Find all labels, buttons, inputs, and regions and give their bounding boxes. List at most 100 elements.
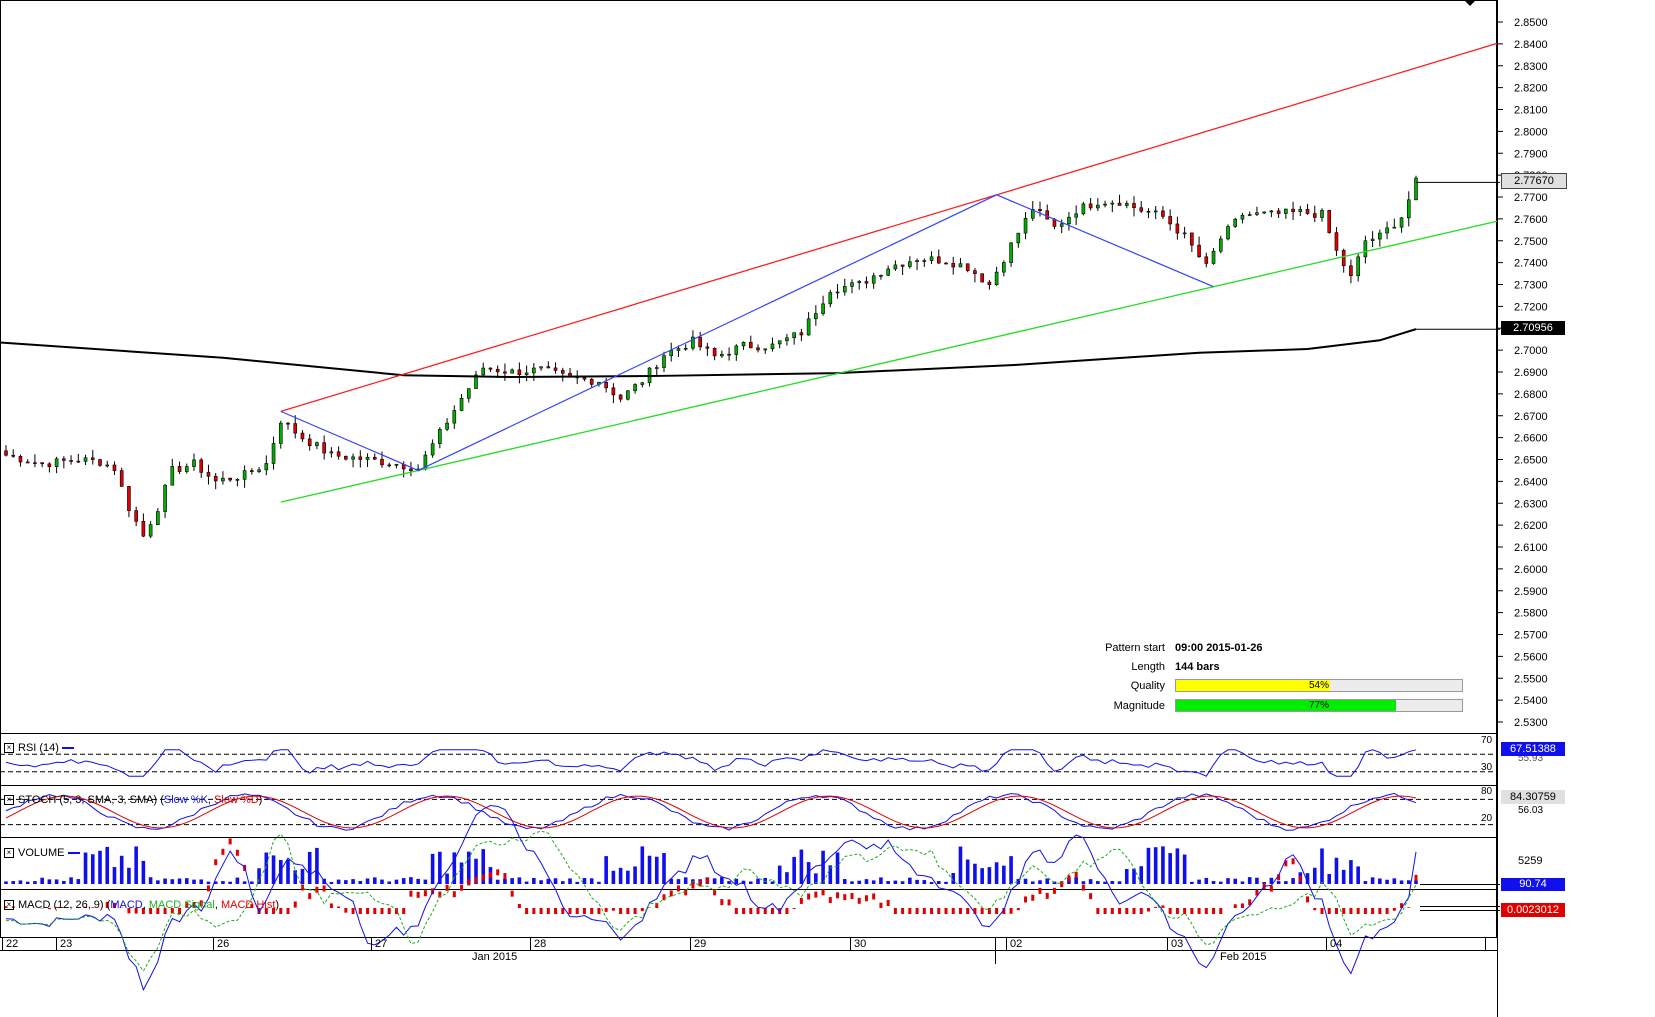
candle-body <box>466 388 471 399</box>
macd-hist-bar <box>409 890 413 897</box>
volume-bar <box>495 879 500 884</box>
collapse-icon[interactable]: × <box>4 795 14 806</box>
candle-body <box>322 442 326 454</box>
macd-hist-bar <box>1089 893 1093 900</box>
volume-bar <box>799 849 804 884</box>
volume-bar <box>466 851 471 884</box>
candle-body <box>1124 203 1129 206</box>
volume-bar <box>401 878 406 884</box>
macd-hist-bar <box>1204 908 1208 914</box>
macd-hist-bar <box>1096 908 1100 914</box>
macd-hist-bar <box>1045 892 1049 899</box>
stoch-d-line <box>5 795 1417 829</box>
collapse-icon[interactable]: × <box>4 848 14 859</box>
candle-body <box>112 464 117 471</box>
stoch-k-line <box>5 792 1417 831</box>
volume-bar <box>452 852 457 884</box>
macd-hist-bar <box>1081 884 1085 891</box>
volume-bar <box>416 878 420 884</box>
volume-bar <box>611 870 616 884</box>
x-day-label: 22 <box>6 938 19 950</box>
volume-bar <box>163 878 167 884</box>
volume-bar <box>633 866 637 884</box>
y-tick-label: 2.6000 <box>1514 564 1548 576</box>
candle-body <box>329 451 334 454</box>
volume-bar <box>676 879 681 884</box>
candle-body <box>358 456 363 460</box>
volume-bar <box>1211 881 1216 884</box>
macd-hist-bar <box>452 891 456 898</box>
candle-body <box>307 438 312 446</box>
volume-bar <box>1218 881 1223 884</box>
volume-bar <box>553 878 558 884</box>
collapse-icon[interactable]: × <box>4 743 14 754</box>
macd-hist-bar <box>1016 908 1020 911</box>
candle-body <box>119 470 124 487</box>
candle-body <box>1081 203 1086 215</box>
collapse-icon[interactable]: × <box>4 900 14 911</box>
volume-bar <box>821 850 825 884</box>
macd-hist-bar <box>423 890 427 897</box>
candle-body <box>228 477 232 481</box>
candle-body <box>705 346 710 349</box>
macd-hist-bar <box>1392 908 1396 911</box>
macd-hist-bar <box>322 885 326 892</box>
macd-hist-bar <box>669 890 673 897</box>
volume-bar <box>1161 846 1165 884</box>
candle-body <box>1262 211 1266 214</box>
macd-hist-bar <box>626 908 630 914</box>
volume-bar <box>785 872 789 884</box>
macd-hist-bar <box>1103 908 1107 914</box>
candle-body <box>1341 250 1346 267</box>
macd-hist-bar <box>1306 896 1310 903</box>
candle-body <box>994 271 999 285</box>
macd-hist-bar <box>684 889 688 896</box>
macd-hist-bar <box>170 908 174 914</box>
candle-body <box>857 281 862 283</box>
volume-bar <box>756 878 760 884</box>
macd-hist-bar <box>91 907 95 908</box>
macd-hist-bar <box>358 908 362 914</box>
volume-bar <box>387 881 392 884</box>
x-day-label: 03 <box>1171 938 1184 950</box>
candle-body <box>510 369 514 374</box>
macd-hist-bar <box>930 908 934 914</box>
candle-body <box>604 381 608 389</box>
candle-body <box>1298 209 1303 212</box>
macd-hist-bar <box>575 908 579 914</box>
volume-bar <box>1262 881 1266 884</box>
volume-max-label: 5259 <box>1518 855 1543 867</box>
macd-hist-bar <box>474 877 478 884</box>
macd-hist-bar <box>1139 908 1143 914</box>
volume-bar <box>1103 881 1107 884</box>
price-layer <box>0 1 1500 539</box>
channel-lower-line <box>280 220 1498 503</box>
macd-hist-bar <box>691 882 695 889</box>
macd-hist-bar <box>141 908 145 914</box>
candle-body <box>192 459 196 467</box>
macd-hist-bar <box>337 906 341 908</box>
magnitude-label: Magnitude <box>1113 700 1165 712</box>
macd-hist-bar <box>1161 905 1165 908</box>
candle-body <box>1305 209 1310 214</box>
volume-bar <box>293 870 298 884</box>
volume-bar <box>503 878 507 884</box>
candle-body <box>524 372 529 375</box>
candle-body <box>1204 256 1209 264</box>
candle-body <box>33 462 37 464</box>
macd-hist-bar <box>185 902 189 908</box>
volume-bar <box>958 846 963 884</box>
candle-body <box>676 348 681 351</box>
volume-bar <box>604 856 608 884</box>
volume-bar <box>1038 880 1042 884</box>
macd-hist-bar <box>380 908 384 914</box>
rsi-value-label: 67.51388 <box>1501 742 1565 756</box>
volume-bar <box>517 877 522 884</box>
macd-hist-bar <box>503 873 507 880</box>
candle-body <box>394 464 399 466</box>
y-tick-label: 2.5700 <box>1514 630 1548 642</box>
volume-bar <box>1305 873 1310 884</box>
ma-value-label: 2.70956 <box>1501 321 1565 335</box>
volume-bar <box>893 880 898 884</box>
candle-body <box>1414 177 1418 201</box>
